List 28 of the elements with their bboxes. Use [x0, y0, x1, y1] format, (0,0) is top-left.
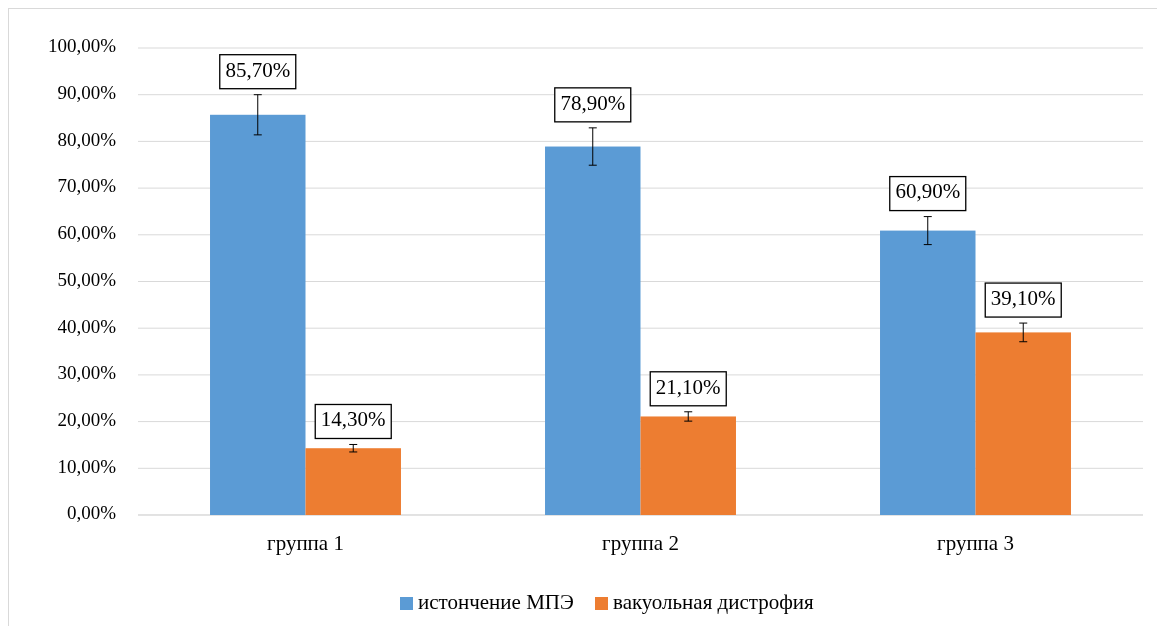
bar [975, 332, 1071, 515]
y-tick-label: 0,00% [66, 502, 117, 524]
y-tick-label: 40,00% [57, 315, 117, 337]
y-tick-label: 20,00% [57, 408, 117, 430]
y-tick-label: 30,00% [57, 362, 117, 384]
data-label: 85,70% [225, 57, 291, 82]
bar [210, 114, 306, 515]
legend-label: истончение МПЭ [418, 589, 574, 614]
data-label: 78,90% [560, 90, 626, 115]
y-tick-label: 60,00% [57, 222, 117, 244]
y-tick-label: 80,00% [57, 128, 117, 150]
data-label: 39,10% [990, 285, 1056, 310]
x-tick-label: группа 2 [602, 531, 679, 555]
y-tick-label: 90,00% [57, 82, 117, 104]
data-label: 21,10% [655, 374, 721, 399]
x-tick-label: группа 1 [267, 531, 344, 555]
y-tick-label: 50,00% [57, 268, 117, 290]
y-tick-label: 10,00% [57, 455, 117, 477]
y-tick-label: 100,00% [47, 35, 117, 57]
legend-label: вакуольная дистрофия [613, 589, 815, 614]
y-tick-label: 70,00% [57, 175, 117, 197]
bar [640, 416, 736, 515]
bar [305, 448, 401, 515]
bar [880, 230, 976, 515]
data-label: 14,30% [320, 407, 386, 432]
data-label: 60,90% [895, 179, 961, 204]
x-tick-label: группа 3 [937, 531, 1014, 555]
bar [545, 146, 641, 515]
